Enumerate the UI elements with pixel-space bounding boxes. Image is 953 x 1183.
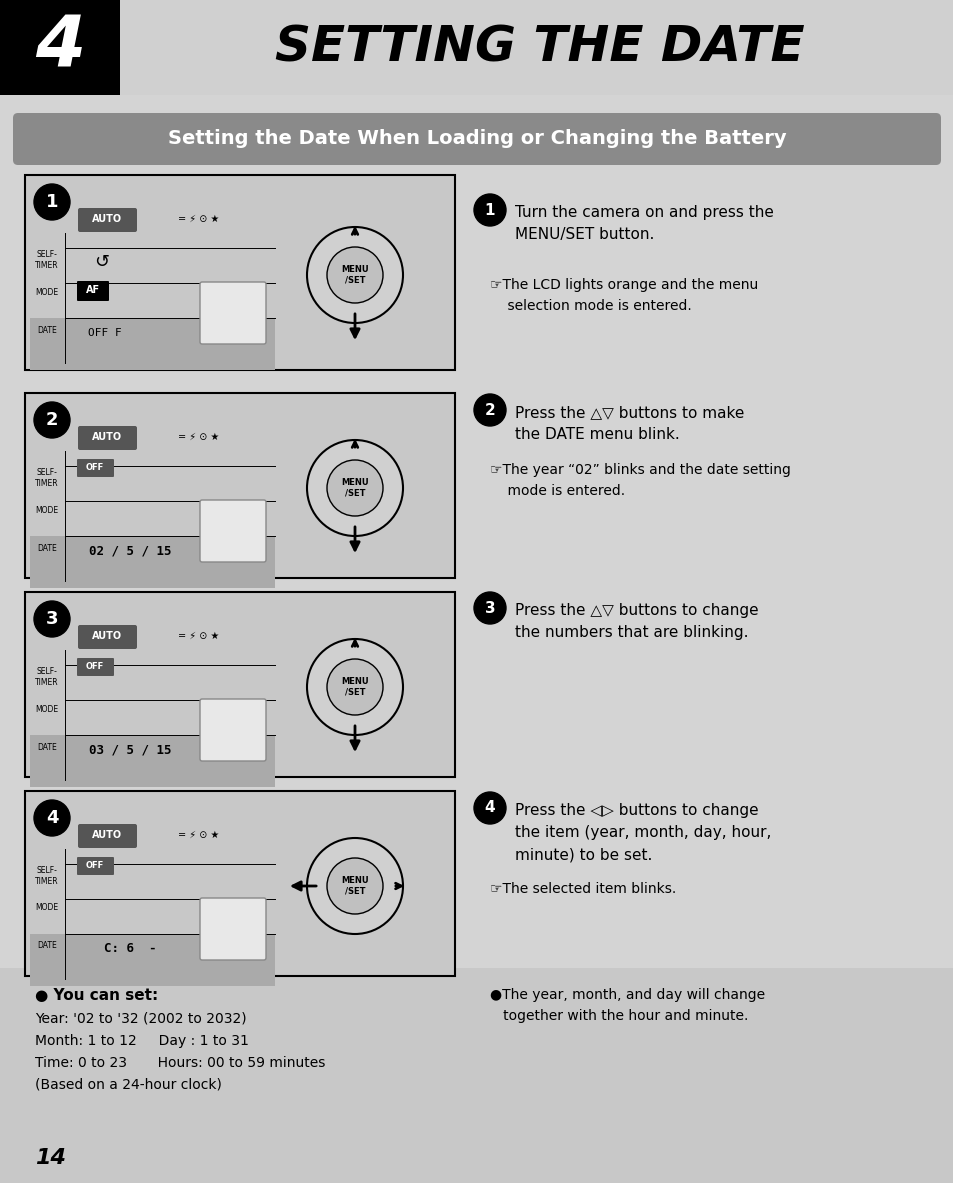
FancyBboxPatch shape	[30, 935, 274, 985]
Text: 4: 4	[46, 809, 58, 827]
Circle shape	[474, 592, 505, 623]
Text: AUTO: AUTO	[91, 214, 122, 224]
FancyBboxPatch shape	[200, 500, 266, 562]
Text: 03 / 5 / 15: 03 / 5 / 15	[89, 743, 172, 756]
FancyBboxPatch shape	[25, 592, 455, 777]
Text: 02 / 5 / 15: 02 / 5 / 15	[89, 544, 172, 557]
Text: 3: 3	[484, 601, 495, 615]
FancyBboxPatch shape	[25, 175, 455, 370]
Circle shape	[34, 185, 70, 220]
Circle shape	[307, 227, 402, 323]
Text: MENU
/SET: MENU /SET	[341, 877, 369, 896]
Text: OFF: OFF	[86, 860, 104, 870]
Text: 2: 2	[46, 411, 58, 429]
Circle shape	[307, 838, 402, 935]
Circle shape	[307, 639, 402, 735]
Text: AF: AF	[86, 285, 100, 295]
Circle shape	[474, 791, 505, 825]
FancyBboxPatch shape	[200, 898, 266, 959]
Text: = ⚡ ⊙ ★: = ⚡ ⊙ ★	[178, 631, 219, 641]
Text: MODE: MODE	[35, 904, 58, 912]
Text: AUTO: AUTO	[91, 830, 122, 840]
Text: DATE: DATE	[37, 942, 57, 950]
Text: C: 6  -: C: 6 -	[104, 943, 156, 956]
Text: 4: 4	[35, 13, 85, 82]
Text: SELF-
TIMER: SELF- TIMER	[35, 667, 59, 686]
Text: = ⚡ ⊙ ★: = ⚡ ⊙ ★	[178, 830, 219, 840]
FancyBboxPatch shape	[77, 459, 113, 477]
FancyBboxPatch shape	[77, 856, 113, 875]
FancyBboxPatch shape	[25, 791, 455, 976]
Text: ☞The LCD lights orange and the menu
    selection mode is entered.: ☞The LCD lights orange and the menu sele…	[490, 278, 758, 312]
Circle shape	[474, 194, 505, 226]
FancyBboxPatch shape	[200, 699, 266, 761]
FancyBboxPatch shape	[77, 282, 109, 300]
Text: MODE: MODE	[35, 705, 58, 713]
FancyBboxPatch shape	[78, 208, 137, 232]
Text: MODE: MODE	[35, 505, 58, 515]
Text: 1: 1	[484, 202, 495, 218]
Circle shape	[307, 440, 402, 536]
FancyBboxPatch shape	[78, 426, 137, 450]
Text: MODE: MODE	[35, 287, 58, 297]
Text: MENU
/SET: MENU /SET	[341, 678, 369, 697]
FancyBboxPatch shape	[0, 968, 953, 1183]
Text: Press the △▽ buttons to change
the numbers that are blinking.: Press the △▽ buttons to change the numbe…	[515, 603, 758, 640]
Text: 1: 1	[46, 193, 58, 211]
Circle shape	[34, 800, 70, 836]
FancyBboxPatch shape	[200, 282, 266, 344]
Circle shape	[327, 460, 382, 516]
Text: DATE: DATE	[37, 543, 57, 552]
FancyBboxPatch shape	[25, 393, 455, 578]
FancyBboxPatch shape	[77, 658, 113, 675]
FancyBboxPatch shape	[78, 625, 137, 649]
Circle shape	[474, 394, 505, 426]
FancyBboxPatch shape	[30, 735, 274, 787]
Circle shape	[327, 659, 382, 715]
Text: SELF-
TIMER: SELF- TIMER	[35, 251, 59, 270]
FancyBboxPatch shape	[30, 318, 274, 370]
Text: 2: 2	[484, 402, 495, 418]
Text: Press the ◁▷ buttons to change
the item (year, month, day, hour,
minute) to be s: Press the ◁▷ buttons to change the item …	[515, 803, 771, 862]
Text: ● You can set:: ● You can set:	[35, 988, 158, 1003]
FancyBboxPatch shape	[30, 536, 274, 588]
Text: Year: '02 to '32 (2002 to 2032): Year: '02 to '32 (2002 to 2032)	[35, 1011, 247, 1026]
Text: ☞The year “02” blinks and the date setting
    mode is entered.: ☞The year “02” blinks and the date setti…	[490, 463, 790, 498]
Text: OFF: OFF	[86, 661, 104, 671]
Circle shape	[34, 601, 70, 636]
FancyBboxPatch shape	[78, 825, 137, 848]
Circle shape	[327, 247, 382, 303]
Text: = ⚡ ⊙ ★: = ⚡ ⊙ ★	[178, 214, 219, 224]
Text: ↺: ↺	[94, 253, 110, 271]
Text: 14: 14	[35, 1148, 66, 1168]
Text: SETTING THE DATE: SETTING THE DATE	[274, 22, 804, 71]
FancyBboxPatch shape	[0, 0, 120, 95]
Text: 4: 4	[484, 801, 495, 815]
Text: OFF F: OFF F	[88, 328, 122, 338]
Text: (Based on a 24-hour clock): (Based on a 24-hour clock)	[35, 1078, 222, 1092]
Text: Time: 0 to 23       Hours: 00 to 59 minutes: Time: 0 to 23 Hours: 00 to 59 minutes	[35, 1056, 325, 1069]
Circle shape	[327, 858, 382, 914]
Text: DATE: DATE	[37, 325, 57, 335]
Text: SELF-
TIMER: SELF- TIMER	[35, 468, 59, 487]
Text: Press the △▽ buttons to make
the DATE menu blink.: Press the △▽ buttons to make the DATE me…	[515, 405, 743, 442]
Text: Turn the camera on and press the
MENU/SET button.: Turn the camera on and press the MENU/SE…	[515, 205, 773, 243]
Text: AUTO: AUTO	[91, 631, 122, 641]
Text: MENU
/SET: MENU /SET	[341, 478, 369, 498]
Text: Month: 1 to 12     Day : 1 to 31: Month: 1 to 12 Day : 1 to 31	[35, 1034, 249, 1048]
Text: ●The year, month, and day will change
   together with the hour and minute.: ●The year, month, and day will change to…	[490, 988, 764, 1022]
Text: OFF: OFF	[86, 463, 104, 472]
Text: SELF-
TIMER: SELF- TIMER	[35, 866, 59, 886]
FancyBboxPatch shape	[0, 0, 953, 95]
Text: = ⚡ ⊙ ★: = ⚡ ⊙ ★	[178, 432, 219, 442]
Text: ☞The selected item blinks.: ☞The selected item blinks.	[490, 883, 676, 896]
Circle shape	[34, 402, 70, 438]
Text: DATE: DATE	[37, 743, 57, 751]
Text: 3: 3	[46, 610, 58, 628]
Text: Setting the Date When Loading or Changing the Battery: Setting the Date When Loading or Changin…	[168, 129, 785, 148]
FancyBboxPatch shape	[13, 114, 940, 164]
Text: AUTO: AUTO	[91, 432, 122, 442]
Text: MENU
/SET: MENU /SET	[341, 265, 369, 285]
